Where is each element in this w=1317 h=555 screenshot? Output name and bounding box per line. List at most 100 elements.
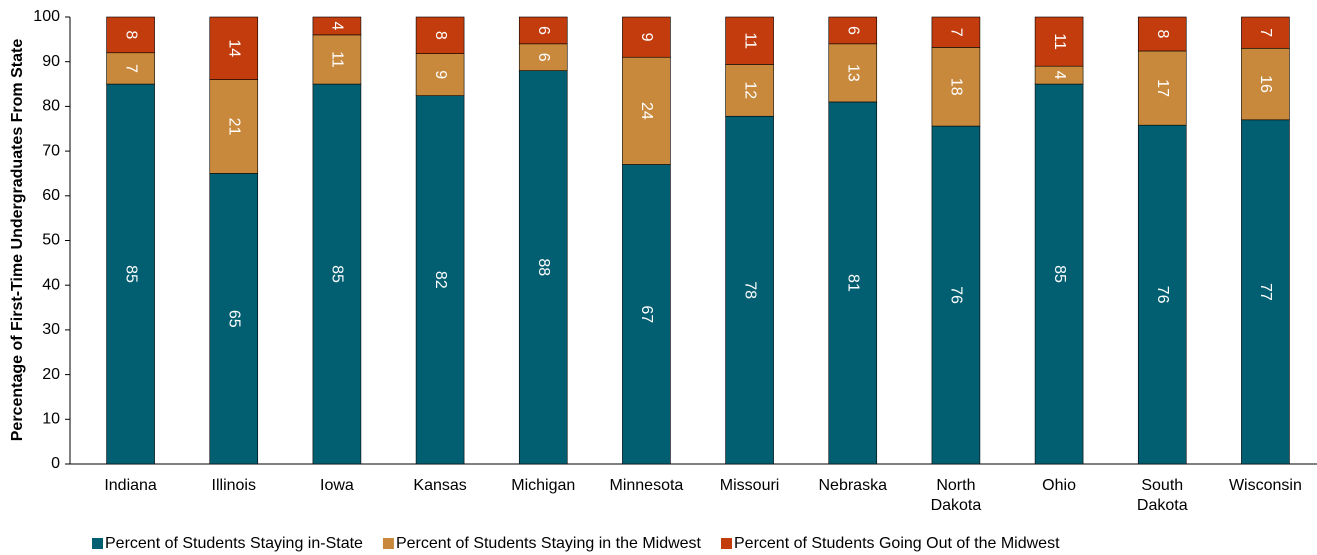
bar-segment bbox=[828, 43, 878, 103]
bar-segment bbox=[1034, 16, 1084, 67]
bar-segment bbox=[415, 95, 465, 465]
bar-segment bbox=[106, 16, 155, 54]
bar-segment bbox=[518, 16, 568, 45]
bar-segment bbox=[312, 16, 362, 36]
data-label: 4 bbox=[1051, 71, 1068, 80]
x-tick-label: Nebraska bbox=[819, 477, 888, 494]
x-tick-label-line: South bbox=[1141, 477, 1183, 494]
bar-segment bbox=[622, 164, 671, 465]
y-tick-label: 100 bbox=[33, 8, 60, 25]
y-tick-label: 40 bbox=[42, 276, 60, 293]
x-tick-label: Illinois bbox=[212, 477, 256, 494]
bar-segment bbox=[1137, 124, 1187, 465]
y-tick-label: 10 bbox=[42, 411, 60, 428]
bar-segment bbox=[518, 43, 568, 71]
data-label: 81 bbox=[845, 274, 862, 292]
data-label: 76 bbox=[948, 286, 965, 304]
data-label: 11 bbox=[741, 32, 758, 49]
data-label: 11 bbox=[1051, 33, 1068, 50]
data-label: 67 bbox=[638, 305, 655, 323]
x-tick-label-line: North bbox=[936, 477, 975, 494]
x-tick-label: Michigan bbox=[511, 477, 575, 494]
x-tick-label: South Dakota bbox=[1137, 477, 1188, 514]
data-label: 85 bbox=[1051, 265, 1068, 283]
bar-segment bbox=[622, 16, 671, 58]
data-label: 4 bbox=[329, 21, 346, 30]
x-tick-label: Kansas bbox=[413, 477, 466, 494]
y-tick-label: 80 bbox=[42, 98, 60, 115]
bar-segment bbox=[1241, 16, 1290, 49]
bar-segment bbox=[209, 16, 259, 80]
data-label: 11 bbox=[329, 51, 346, 68]
bar-segment bbox=[725, 16, 774, 65]
data-label: 6 bbox=[535, 26, 552, 35]
bar-segment bbox=[725, 64, 774, 117]
data-label: 17 bbox=[1154, 79, 1171, 97]
bar-segment bbox=[828, 101, 878, 465]
data-label: 85 bbox=[122, 265, 139, 283]
y-tick-label: 30 bbox=[42, 321, 60, 338]
data-label: 16 bbox=[1257, 75, 1274, 93]
x-tick-label: Missouri bbox=[720, 477, 780, 494]
data-label: 18 bbox=[948, 78, 965, 96]
data-label: 7 bbox=[122, 64, 139, 73]
y-tick-label: 70 bbox=[42, 142, 60, 159]
legend-label: Percent of Students Going Out of the Mid… bbox=[734, 535, 1060, 552]
data-label: 9 bbox=[638, 33, 655, 42]
data-label: 8 bbox=[122, 30, 139, 39]
y-tick-label: 20 bbox=[42, 366, 60, 383]
data-label: 8 bbox=[1154, 30, 1171, 39]
x-tick-label: North Dakota bbox=[931, 477, 982, 514]
bar-segment bbox=[209, 79, 259, 174]
data-label: 88 bbox=[535, 258, 552, 276]
data-label: 12 bbox=[741, 81, 758, 99]
data-label: 7 bbox=[1257, 28, 1274, 37]
y-tick-label: 0 bbox=[51, 455, 60, 472]
y-axis-title: Percentage of First-Time Undergraduates … bbox=[9, 39, 26, 442]
y-tick-label: 90 bbox=[42, 53, 60, 70]
legend-swatch bbox=[92, 538, 103, 549]
bar-segment bbox=[1241, 119, 1290, 465]
x-tick-label: Wisconsin bbox=[1229, 477, 1302, 494]
legend-swatch bbox=[382, 538, 394, 549]
data-label: 6 bbox=[845, 26, 862, 35]
legend-label: Percent of Students Staying in the Midwe… bbox=[396, 535, 702, 552]
bar-segment bbox=[622, 56, 671, 165]
bar-segment bbox=[312, 83, 362, 465]
data-label: 14 bbox=[226, 39, 243, 57]
bar-segment bbox=[209, 173, 259, 465]
data-label: 65 bbox=[226, 310, 243, 328]
data-label: 78 bbox=[741, 281, 758, 299]
data-label: 76 bbox=[1154, 286, 1171, 304]
bar-segment bbox=[828, 16, 878, 45]
bar-segment bbox=[725, 115, 774, 465]
data-label: 7 bbox=[948, 28, 965, 37]
y-tick-label: 50 bbox=[42, 232, 60, 249]
bar-segment bbox=[106, 83, 155, 465]
legend-label: Percent of Students Staying in-State bbox=[105, 535, 363, 552]
x-tick-label: Ohio bbox=[1042, 477, 1076, 494]
x-tick-label-line: Dakota bbox=[1137, 497, 1188, 514]
data-label: 6 bbox=[535, 53, 552, 62]
bar-segment bbox=[518, 70, 568, 465]
data-label: 24 bbox=[638, 102, 655, 120]
bar-segment bbox=[312, 34, 362, 85]
x-tick-label: Minnesota bbox=[610, 477, 684, 494]
bar-segment bbox=[931, 47, 981, 127]
data-label: 13 bbox=[845, 64, 862, 82]
data-label: 82 bbox=[432, 271, 449, 289]
legend-swatch bbox=[721, 538, 732, 549]
x-tick-label: Iowa bbox=[320, 477, 354, 494]
y-tick-label: 60 bbox=[42, 187, 60, 204]
data-label: 8 bbox=[432, 31, 449, 40]
data-label: 21 bbox=[226, 118, 243, 136]
x-tick-label: Indiana bbox=[104, 477, 157, 494]
bar-segment bbox=[106, 52, 155, 85]
data-label: 77 bbox=[1257, 283, 1274, 301]
bar-segment bbox=[931, 16, 981, 48]
bar-segment bbox=[1137, 16, 1187, 52]
data-label: 85 bbox=[329, 265, 346, 283]
bar-segment bbox=[415, 53, 465, 96]
data-label: 9 bbox=[432, 70, 449, 79]
